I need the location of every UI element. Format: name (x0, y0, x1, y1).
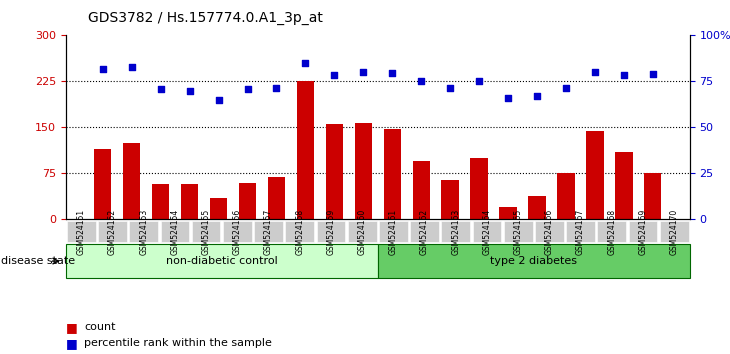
Point (299, 60, 311, 66)
Text: GSM524153: GSM524153 (139, 209, 148, 255)
Text: GDS3782 / Hs.157774.0.A1_3p_at: GDS3782 / Hs.157774.0.A1_3p_at (88, 11, 323, 25)
Point (618, 73, 630, 78)
Point (415, 79, 427, 84)
Text: GSM524151: GSM524151 (77, 209, 86, 255)
Text: GSM524164: GSM524164 (483, 209, 491, 255)
Point (155, 87, 166, 92)
Bar (123, 143, 140, 219)
Point (97, 66, 109, 72)
Text: GSM524167: GSM524167 (576, 209, 585, 255)
Text: GSM524160: GSM524160 (358, 209, 366, 255)
Text: GSM524162: GSM524162 (420, 209, 429, 255)
Bar (644, 173, 661, 219)
Text: non-diabetic control: non-diabetic control (166, 256, 277, 266)
Bar (499, 207, 517, 219)
Bar (470, 158, 488, 219)
Text: GSM524168: GSM524168 (607, 209, 616, 255)
Bar (239, 183, 256, 219)
Text: GSM524161: GSM524161 (389, 209, 398, 255)
Text: GSM524154: GSM524154 (170, 209, 180, 255)
Point (126, 64, 137, 70)
Point (445, 85, 456, 90)
Point (473, 79, 485, 84)
Bar (181, 184, 199, 219)
Point (184, 88, 196, 93)
Bar (529, 196, 546, 219)
Bar (355, 122, 372, 219)
Text: ■: ■ (66, 337, 77, 350)
Bar (412, 161, 430, 219)
Text: count: count (84, 322, 115, 332)
Point (328, 73, 340, 78)
Text: GSM524156: GSM524156 (233, 209, 242, 255)
Text: percentile rank within the sample: percentile rank within the sample (84, 338, 272, 348)
Text: ■: ■ (66, 321, 77, 334)
Point (386, 70, 398, 76)
Text: GSM524157: GSM524157 (264, 209, 273, 255)
Bar (557, 173, 575, 219)
Text: GSM524169: GSM524169 (639, 209, 648, 255)
Text: GSM524159: GSM524159 (326, 209, 336, 255)
Text: GSM524165: GSM524165 (514, 209, 523, 255)
Text: type 2 diabetes: type 2 diabetes (491, 256, 577, 266)
Point (271, 85, 283, 90)
Text: GSM524166: GSM524166 (545, 209, 554, 255)
Bar (268, 177, 285, 219)
Point (212, 97, 224, 103)
Point (502, 95, 514, 101)
Text: GSM524163: GSM524163 (451, 209, 461, 255)
Point (647, 71, 658, 77)
Point (560, 85, 572, 90)
Bar (586, 131, 604, 219)
Bar (326, 124, 343, 219)
Bar (615, 152, 632, 219)
Bar (152, 184, 169, 219)
Text: GSM524152: GSM524152 (108, 209, 117, 255)
Text: GSM524155: GSM524155 (201, 209, 211, 255)
Text: GSM524158: GSM524158 (295, 209, 304, 255)
Bar (296, 81, 314, 219)
Point (358, 69, 369, 75)
Point (242, 87, 253, 92)
Point (589, 69, 601, 75)
Point (531, 93, 543, 98)
Bar (210, 198, 227, 219)
Bar (94, 149, 112, 219)
Text: GSM524170: GSM524170 (669, 209, 679, 255)
Text: disease state: disease state (1, 256, 76, 266)
Bar (383, 129, 401, 219)
Bar (442, 179, 459, 219)
